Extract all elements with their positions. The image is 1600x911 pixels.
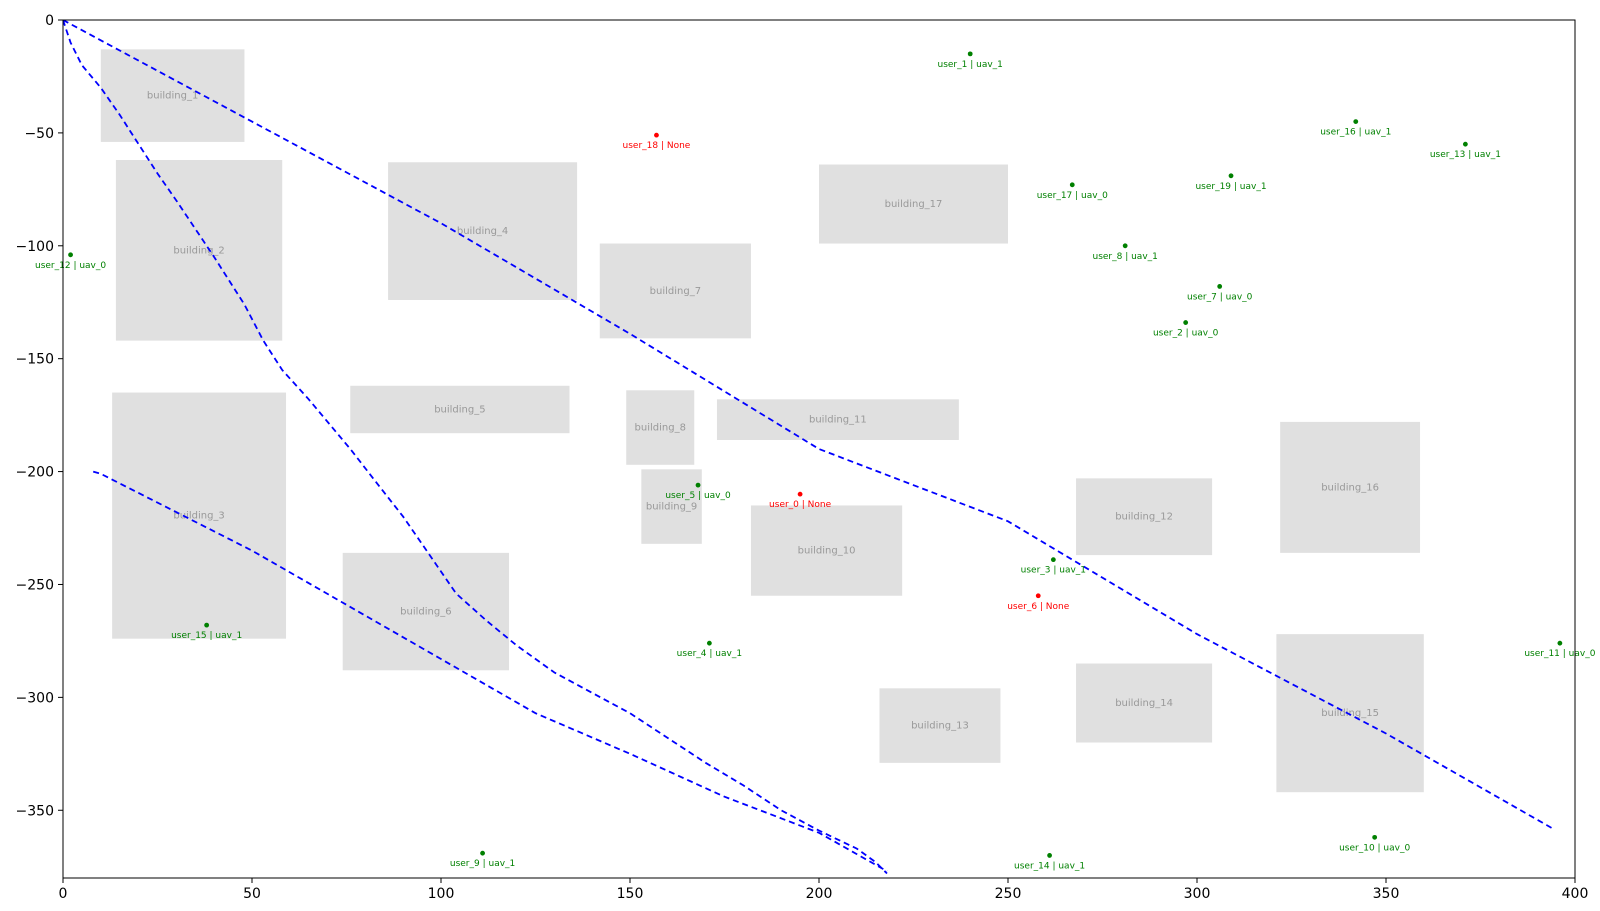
building-rect bbox=[641, 469, 702, 544]
building-label: building_6 bbox=[400, 607, 451, 618]
x-tick-label: 150 bbox=[617, 886, 644, 902]
user-point bbox=[1353, 119, 1359, 125]
building-rect bbox=[342, 552, 510, 671]
building-rect bbox=[100, 49, 245, 142]
user-label: user_16 | uav_1 bbox=[1320, 128, 1391, 138]
user-label: user_7 | uav_0 bbox=[1187, 292, 1253, 302]
building-label: building_8 bbox=[635, 423, 686, 434]
building-rect bbox=[350, 385, 570, 434]
user-label: user_13 | uav_1 bbox=[1430, 150, 1501, 160]
trajectory-line bbox=[63, 20, 1553, 830]
y-tick-label: −100 bbox=[16, 239, 54, 255]
user-label: user_19 | uav_1 bbox=[1195, 182, 1266, 192]
y-tick-label: 0 bbox=[45, 13, 54, 29]
user-label: user_17 | uav_0 bbox=[1037, 191, 1108, 201]
building-rect bbox=[115, 159, 283, 341]
buildings-layer: building_1 building_2 building_3 building_4… bbox=[100, 49, 1424, 793]
trajectory-line bbox=[63, 20, 888, 875]
y-tick-label: −50 bbox=[24, 126, 54, 142]
user-point bbox=[1557, 640, 1563, 646]
building-rect bbox=[1076, 478, 1213, 556]
user-label: user_18 | None bbox=[623, 141, 691, 151]
user-label: user_11 | uav_0 bbox=[1524, 649, 1595, 659]
building-label: building_5 bbox=[434, 404, 485, 415]
building-label: building_10 bbox=[798, 546, 856, 557]
y-tick-label: −200 bbox=[16, 465, 54, 481]
user-point bbox=[1035, 593, 1041, 599]
user-point bbox=[1462, 141, 1468, 147]
x-tick-label: 50 bbox=[243, 886, 261, 902]
building-rect bbox=[1280, 421, 1421, 553]
user-label: user_4 | uav_1 bbox=[677, 649, 742, 659]
building-rect bbox=[599, 243, 751, 339]
user-label: user_15 | uav_1 bbox=[171, 631, 242, 641]
user-point bbox=[1372, 834, 1378, 840]
building-label: building_2 bbox=[173, 245, 224, 256]
user-label: user_10 | uav_0 bbox=[1339, 843, 1410, 853]
building-rect bbox=[112, 392, 287, 639]
user-point bbox=[1047, 853, 1052, 858]
building-rect bbox=[750, 505, 903, 596]
y-tick-label: −300 bbox=[16, 690, 54, 706]
user-label: user_2 | uav_0 bbox=[1153, 329, 1219, 339]
building-label: building_16 bbox=[1321, 482, 1379, 493]
building-label: building_14 bbox=[1115, 698, 1173, 709]
x-tick-label: 300 bbox=[1184, 886, 1211, 902]
x-tick-label: 400 bbox=[1562, 886, 1589, 902]
user-point bbox=[1228, 173, 1234, 179]
x-tick-label: 250 bbox=[995, 886, 1022, 902]
user-point bbox=[480, 850, 485, 856]
ticks-layer: 0 50 100 150 200 250 300 350 400 0 −50 −100 −150 −200… bbox=[16, 13, 1589, 902]
building-label: building_7 bbox=[650, 286, 701, 297]
user-point bbox=[797, 491, 803, 497]
building-rect bbox=[1276, 634, 1424, 793]
user-point bbox=[1217, 284, 1223, 289]
y-tick-label: −150 bbox=[16, 352, 54, 368]
x-tick-label: 350 bbox=[1373, 886, 1400, 902]
building-label: building_3 bbox=[173, 511, 224, 522]
building-rect bbox=[879, 688, 1001, 763]
building-rect bbox=[716, 399, 959, 440]
building-rect bbox=[819, 164, 1008, 244]
user-point bbox=[1050, 557, 1056, 563]
user-point bbox=[204, 622, 210, 628]
x-tick-label: 0 bbox=[59, 886, 68, 902]
building-rect bbox=[626, 390, 695, 465]
user-point bbox=[68, 252, 73, 258]
user-label: user_5 | uav_0 bbox=[665, 491, 731, 501]
users-layer: user_0 | None user_1 | uav_1 user_2 | uav_… bbox=[35, 51, 1596, 871]
trajectory-line bbox=[92, 470, 888, 872]
user-label: user_3 | uav_1 bbox=[1021, 566, 1086, 576]
building-label: building_11 bbox=[809, 415, 867, 426]
building-label: building_12 bbox=[1115, 512, 1173, 523]
building-label: building_9 bbox=[646, 502, 697, 513]
user-point bbox=[654, 132, 659, 138]
user-point bbox=[706, 640, 712, 646]
y-tick-label: −250 bbox=[16, 577, 54, 593]
building-label: building_13 bbox=[911, 721, 969, 732]
user-point bbox=[1069, 182, 1075, 188]
user-label: user_12 | uav_0 bbox=[35, 261, 106, 271]
user-label: user_8 | uav_1 bbox=[1092, 252, 1157, 262]
trajectories-layer bbox=[63, 20, 1553, 875]
building-label: building_17 bbox=[885, 199, 943, 210]
user-label: user_1 | uav_1 bbox=[938, 60, 1003, 70]
user-point bbox=[967, 51, 973, 57]
user-point bbox=[695, 482, 701, 488]
user-point bbox=[1183, 320, 1189, 325]
user-point bbox=[1122, 243, 1128, 249]
building-label: building_4 bbox=[457, 226, 508, 237]
building-rect bbox=[388, 162, 578, 300]
user-label: user_6 | None bbox=[1007, 602, 1070, 612]
y-tick-label: −350 bbox=[16, 803, 54, 819]
user-label: user_0 | None bbox=[769, 500, 832, 510]
x-tick-label: 100 bbox=[428, 886, 455, 902]
user-label: user_14 | uav_1 bbox=[1014, 861, 1085, 871]
x-tick-label: 200 bbox=[806, 886, 833, 902]
building-rect bbox=[1076, 663, 1213, 743]
user-label: user_9 | uav_1 bbox=[450, 859, 515, 869]
building-label: building_1 bbox=[147, 91, 198, 102]
